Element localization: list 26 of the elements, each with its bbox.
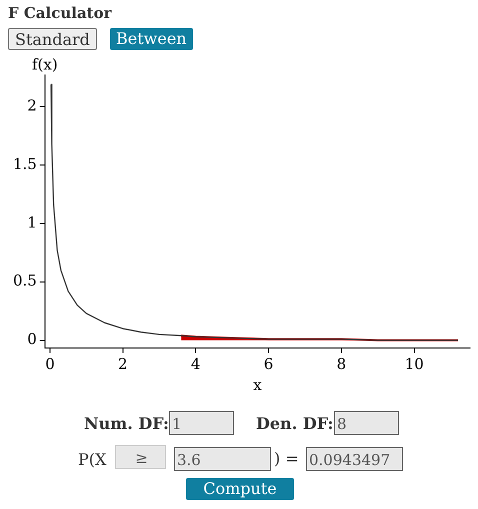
standard-button: Standard [8, 28, 97, 50]
operator-select: ≥ [115, 445, 166, 469]
numerator-field: 1 [169, 411, 234, 435]
denominator-field: 8 [334, 411, 399, 435]
x-tick-label: 10 [404, 354, 424, 373]
y-tick-label: 0.5 [12, 272, 37, 290]
x-tick-label: 4 [190, 354, 200, 373]
compute-button: Compute [186, 478, 294, 500]
x-tick-label: 2 [118, 354, 128, 373]
result-field: 0.0943497 [306, 447, 403, 471]
text: ) = [274, 449, 299, 468]
text: Num. DF: [84, 414, 169, 433]
y-tick-label: 2 [27, 96, 37, 114]
y-tick-label: 1 [27, 213, 37, 232]
y-axis-title: f(x) [32, 55, 58, 74]
x-tick-label: 0 [45, 354, 55, 373]
text: P(X [78, 450, 106, 469]
text: Den. DF: [256, 414, 334, 433]
y-tick-label: 0 [27, 330, 37, 348]
value-field: 3.6 [174, 447, 271, 471]
x-tick-label: 6 [264, 354, 274, 373]
x-axis-title: x [253, 376, 262, 394]
between-button: Between [110, 28, 193, 50]
chart-title: F Calculator [8, 4, 112, 22]
y-tick-label: 1.5 [12, 154, 37, 173]
x-tick-label: 8 [336, 354, 346, 373]
